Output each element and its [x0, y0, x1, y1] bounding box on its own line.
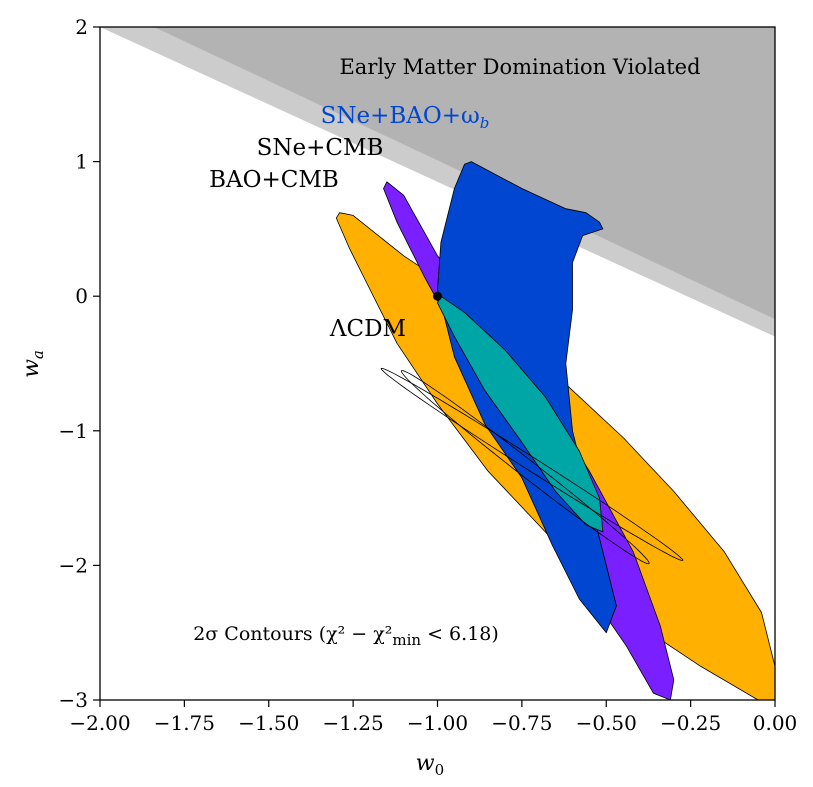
y-axis-ticks: −3 −2 −1 0 1 2	[59, 15, 100, 712]
outline-group	[380, 367, 684, 565]
contour-overlap	[437, 295, 604, 533]
y-tick-label: 0	[75, 284, 88, 308]
y-tick-label: −3	[59, 688, 88, 712]
y-tick-label: −2	[59, 553, 88, 577]
outline-ellipse-1	[380, 367, 684, 561]
legend-sne-bao-omega: SNe+BAO+ωb	[321, 103, 490, 132]
x-tick-label: −0.25	[660, 711, 721, 735]
excluded-region-label: Early Matter Domination Violated	[339, 55, 700, 79]
lcdm-point	[433, 291, 442, 301]
y-tick-label: 1	[75, 150, 88, 174]
outline-ellipse-2	[400, 370, 650, 565]
x-tick-label: −1.75	[154, 711, 215, 735]
x-tick-label: 0.00	[753, 711, 798, 735]
x-tick-label: −2.00	[69, 711, 130, 735]
x-tick-label: −1.00	[407, 711, 468, 735]
x-tick-label: −0.75	[491, 711, 552, 735]
x-tick-label: −1.25	[322, 711, 383, 735]
x-tick-label: −1.50	[238, 711, 299, 735]
point-group	[433, 291, 442, 301]
y-tick-label: 2	[75, 15, 88, 39]
contours-note: 2σ Contours (χ² − χ²min < 6.18)	[193, 623, 499, 649]
series-group	[335, 161, 775, 700]
x-axis-label: w0	[416, 751, 444, 779]
lcdm-label: ΛCDM	[329, 316, 406, 342]
y-axis-label: wa	[19, 350, 47, 378]
y-tick-label: −1	[59, 419, 88, 443]
legend-sne-cmb: SNe+CMB	[257, 135, 384, 161]
plot-area	[100, 27, 775, 700]
x-axis-ticks: −2.00 −1.75 −1.50 −1.25 −1.00 −0.75 −0.50 −0.25…	[69, 700, 797, 735]
x-tick-label: −0.50	[576, 711, 637, 735]
legend-bao-cmb: BAO+CMB	[209, 167, 339, 193]
